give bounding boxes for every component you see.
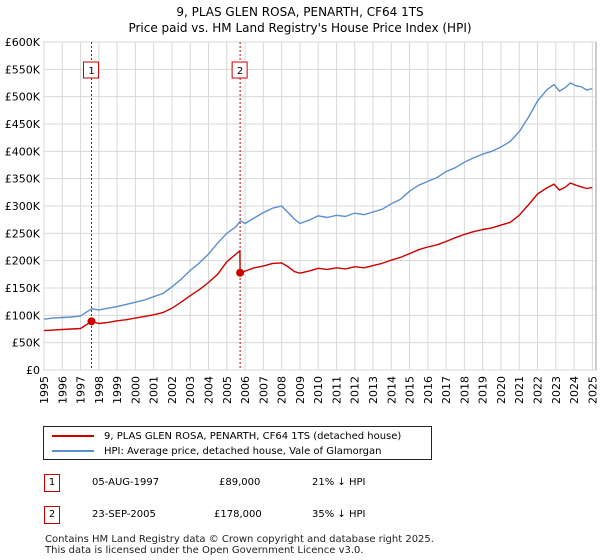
x-tick-label: 1999 (111, 376, 124, 404)
transaction-price: £89,000 (219, 477, 261, 488)
transaction-row: 1 05-AUG-1997 £89,000 21% ↓ HPI (0, 473, 600, 493)
legend-price-label: 9, PLAS GLEN ROSA, PENARTH, CF64 1TS (de… (104, 430, 402, 442)
x-tick-label: 2002 (166, 376, 179, 404)
x-tick-label: 2020 (495, 376, 508, 404)
y-tick-label: £300K (5, 200, 41, 213)
x-tick-label: 2024 (568, 376, 581, 404)
y-tick-label: £250K (5, 227, 41, 240)
x-tick-label: 1995 (38, 376, 51, 404)
x-tick-label: 2013 (367, 376, 380, 404)
price-chart: £0 £50K £100K £150K £200K £250K £300K £350K £400… (5, 36, 600, 404)
x-tick-label: 1997 (75, 376, 88, 404)
x-tick-label: 2008 (276, 376, 289, 404)
annotation-label: 1 (88, 66, 94, 77)
x-tick-label: 2019 (477, 376, 490, 404)
transaction-hpi-diff: 35% ↓ HPI (312, 509, 366, 520)
footer-line1: Contains HM Land Registry data © Crown c… (45, 534, 434, 545)
x-tick-label: 2017 (440, 376, 453, 404)
y-tick-label: £500K (5, 91, 41, 104)
x-tick-label: 1996 (56, 376, 69, 404)
legend-price-line (52, 435, 94, 437)
x-tick-label: 2018 (458, 376, 471, 404)
x-tick-label: 2022 (532, 376, 545, 404)
x-tick-label: 2011 (330, 376, 343, 404)
transaction-price: £178,000 (214, 509, 262, 520)
y-tick-label: £200K (5, 255, 41, 268)
x-tick-label: 2016 (422, 376, 435, 404)
y-tick-label: £150K (5, 282, 41, 295)
x-tick-label: 2000 (129, 376, 142, 404)
x-tick-label: 2014 (385, 376, 398, 404)
transaction-marker: 1 (44, 474, 60, 492)
chart-title-line2: Price paid vs. HM Land Registry's House … (128, 21, 472, 35)
hpi-series-line (43, 82, 593, 320)
transaction-hpi-diff: 21% ↓ HPI (312, 477, 366, 488)
footer: Contains HM Land Registry data © Crown c… (45, 534, 434, 556)
x-tick-label: 2007 (257, 376, 270, 404)
x-tick-label: 2015 (404, 376, 417, 404)
transaction-row: 2 23-SEP-2005 £178,000 35% ↓ HPI (0, 505, 600, 525)
x-tick-label: 1998 (93, 376, 106, 404)
legend-item-hpi: HPI: Average price, detached house, Vale… (52, 444, 382, 458)
x-tick-label: 2023 (550, 376, 563, 404)
sale-point (236, 268, 245, 277)
legend: 9, PLAS GLEN ROSA, PENARTH, CF64 1TS (de… (43, 426, 432, 460)
footer-line2: This data is licensed under the Open Gov… (45, 545, 364, 556)
legend-hpi-label: HPI: Average price, detached house, Vale… (104, 445, 382, 457)
y-tick-label: £50K (12, 337, 41, 350)
x-tick-label: 2005 (221, 376, 234, 404)
legend-hpi-line (52, 450, 94, 452)
transaction-date: 05-AUG-1997 (92, 477, 160, 488)
annotation-box (231, 61, 248, 79)
price-series-line (43, 182, 593, 332)
x-tick-label: 2003 (184, 376, 197, 404)
x-tick-label: 2006 (239, 376, 252, 404)
x-tick-label: 2009 (294, 376, 307, 404)
annotation-box (83, 61, 100, 79)
sale-point (87, 317, 96, 326)
y-tick-label: £550K (5, 63, 41, 76)
y-tick-label: £400K (5, 145, 41, 158)
y-tick-label: £0 (26, 364, 40, 377)
legend-item-price: 9, PLAS GLEN ROSA, PENARTH, CF64 1TS (de… (52, 429, 401, 443)
y-tick-label: £350K (5, 173, 41, 186)
transaction-marker: 2 (44, 506, 60, 524)
y-tick-label: £100K (5, 309, 41, 322)
x-tick-label: 2010 (312, 376, 325, 404)
y-tick-label: £600K (5, 36, 41, 49)
transaction-date: 23-SEP-2005 (92, 509, 156, 520)
x-tick-label: 2012 (349, 376, 362, 404)
annotation-label: 2 (237, 66, 243, 77)
x-tick-label: 2025 (586, 376, 599, 404)
x-tick-label: 2004 (203, 376, 216, 404)
x-tick-label: 2021 (513, 376, 526, 404)
y-tick-label: £450K (5, 118, 41, 131)
x-tick-label: 2001 (148, 376, 161, 404)
chart-title-line1: 9, PLAS GLEN ROSA, PENARTH, CF64 1TS (176, 5, 424, 19)
